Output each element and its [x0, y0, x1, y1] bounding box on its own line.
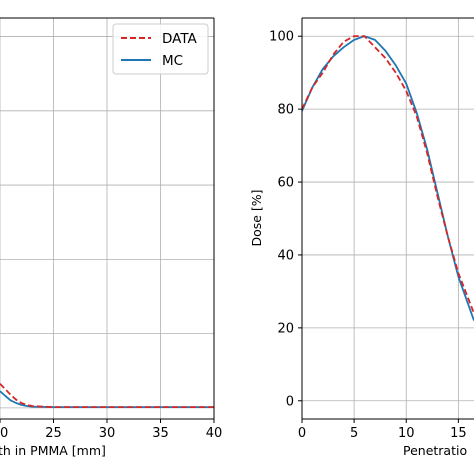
left-series-data-line [0, 383, 214, 409]
left-x-tick-label: 20 [0, 426, 8, 441]
right-x-tick-label: 10 [398, 426, 415, 441]
right-x-axis-label: Penetratio [403, 443, 467, 458]
left-series-group [0, 383, 214, 409]
right-y-tick-label: 0 [286, 394, 294, 409]
right-y-tick-label: 20 [277, 321, 294, 336]
legend-mc-label: MC [162, 53, 183, 69]
right-x-tick-label: 0 [298, 426, 306, 441]
right-y-tick-label: 60 [277, 176, 294, 191]
right-x-tick-label: 15 [450, 426, 467, 441]
left-x-tick-label: 40 [206, 426, 223, 441]
left-x-axis-label: th in PMMA [mm] [0, 443, 106, 458]
right-y-ticks: 0 20 40 60 80 100 [269, 30, 302, 409]
right-y-axis-label: Dose [%] [249, 189, 264, 246]
right-y-tick-label: 40 [277, 248, 294, 263]
right-chart-panel: 0 5 10 15 0 20 40 60 80 100 Penetratio Dose [%] [249, 17, 474, 458]
legend-data-label: DATA [162, 31, 198, 47]
left-x-tick-label: 35 [152, 426, 169, 441]
left-x-ticks: 20 25 30 35 40 [0, 419, 222, 441]
right-x-ticks: 0 5 10 15 [298, 419, 467, 441]
right-x-tick-label: 5 [350, 426, 358, 441]
right-y-tick-label: 80 [277, 103, 294, 118]
right-series-data-line [302, 35, 474, 314]
left-x-tick-label: 30 [99, 426, 116, 441]
left-chart-panel: 20 25 30 35 40 th in PMMA [mm] DATA MC [0, 17, 222, 458]
left-x-tick-label: 25 [45, 426, 62, 441]
right-axes-frame [301, 17, 474, 420]
right-series-group [302, 35, 474, 321]
legend-box [112, 23, 209, 75]
right-y-tick-label: 100 [269, 30, 294, 45]
legend: DATA MC [112, 23, 209, 75]
